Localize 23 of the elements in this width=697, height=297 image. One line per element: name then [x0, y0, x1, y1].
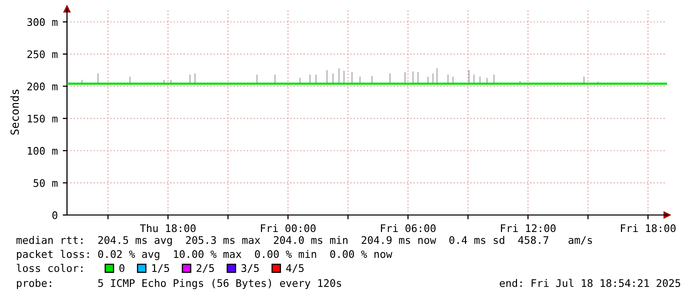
legend-label: 3/5 — [241, 264, 259, 273]
legend-title: loss color: — [16, 264, 82, 272]
y-tick-label: 300 m — [27, 18, 58, 26]
x-tick-label: Fri 00:00 — [260, 224, 316, 232]
y-tick-label: 200 m — [27, 82, 58, 90]
y-axis-title: Seconds — [10, 90, 19, 135]
y-tick-label: 0 — [52, 211, 58, 220]
text: probe: 5 ICMP Echo Pings (56 Bytes) every 120s — [16, 278, 342, 290]
legend-label: 4/5 — [286, 264, 304, 273]
legend-label: 2/5 — [196, 264, 214, 273]
text: median rtt: 204.5 ms avg 205.3 ms max 204.0 ms min 204.9 ms now 0.4 ms sd 458.7 am/s — [16, 236, 592, 246]
text: end: Fri Jul 18 18:54:21 2025 — [500, 278, 680, 288]
x-tick-label: Fri 06:00 — [380, 224, 436, 232]
x-tick-label: Fri 18:00 — [620, 224, 676, 232]
x-tick-label: Thu 18:00 — [140, 224, 196, 232]
legend-label: 0 — [119, 264, 124, 272]
x-tick-label: Fri 12:00 — [500, 224, 556, 232]
text: packet loss: 0.02 % avg 10.00 % max 0.00 % min 0.00 % now — [16, 250, 392, 260]
y-tick-label: 150 m — [28, 114, 58, 123]
y-tick-label: 250 m — [27, 50, 58, 58]
y-tick-label: 50 m — [34, 179, 58, 187]
y-tick-label: 100 m — [28, 146, 58, 155]
legend-label: 1/5 — [152, 264, 170, 273]
